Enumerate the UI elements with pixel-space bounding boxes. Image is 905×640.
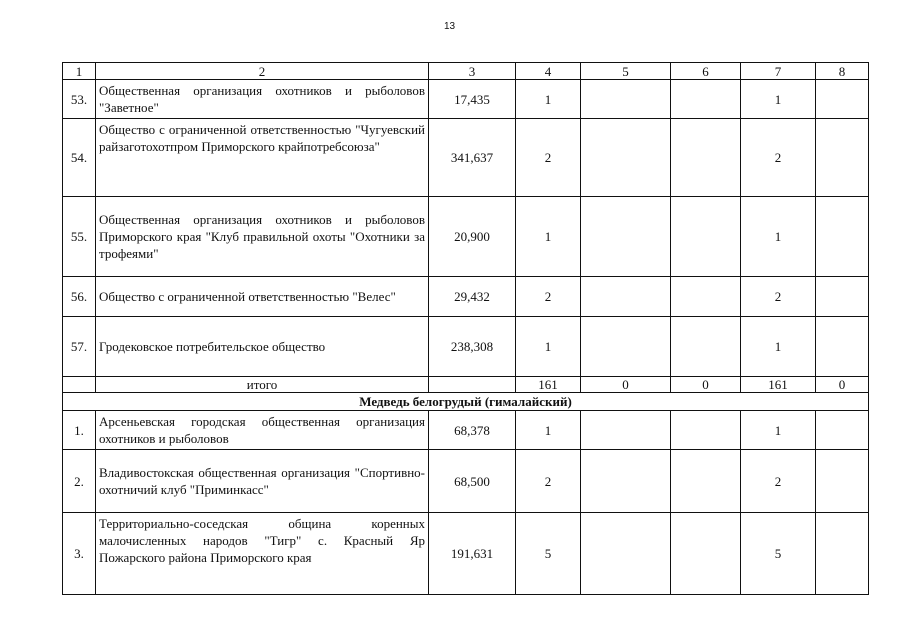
col7-value: 1 [740,79,816,119]
col6-value [670,276,741,317]
org-name: Общество с ограниченной ответственностью… [95,118,429,197]
col5-value [580,196,671,277]
row-number: 53. [62,79,96,119]
col4-value: 2 [515,276,581,317]
row-number: 3. [62,512,96,595]
col8-value [815,79,869,119]
col7-value: 1 [740,196,816,277]
col4-value: 2 [515,449,581,513]
page-number: 13 [444,21,456,32]
header-cell: 6 [670,62,741,80]
header-cell: 1 [62,62,96,80]
col4-value: 1 [515,316,581,377]
col4-value: 5 [515,512,581,595]
blank [62,376,96,393]
col6-value [670,410,741,450]
col8-value [815,316,869,377]
row-number: 56. [62,276,96,317]
col6-value [670,196,741,277]
col6-value [670,512,741,595]
col4-value: 1 [515,410,581,450]
table-row: 1. Арсеньевская городская общественная ор… [62,410,869,450]
total-col5: 0 [580,376,671,393]
section-title: Медведь белогрудый (гималайский) [62,392,869,411]
area-value: 17,435 [428,79,516,119]
col5-value [580,316,671,377]
total-col6: 0 [670,376,741,393]
header-cell: 4 [515,62,581,80]
section-row: Медведь белогрудый (гималайский) [62,392,869,411]
total-label: итого [95,376,429,393]
table-row: 2. Владивостокская общественная организац… [62,449,869,513]
area-value: 341,637 [428,118,516,197]
org-name: Гродековское потребительское общество [95,316,429,377]
col5-value [580,512,671,595]
data-table: 1 2 3 4 5 6 7 8 53. Общественная организа… [62,62,869,595]
col5-value [580,410,671,450]
header-cell: 5 [580,62,671,80]
col6-value [670,449,741,513]
header-cell: 2 [95,62,429,80]
col8-value [815,512,869,595]
row-number: 2. [62,449,96,513]
area-value: 238,308 [428,316,516,377]
col5-value [580,79,671,119]
row-number: 54. [62,118,96,197]
col8-value [815,410,869,450]
org-name: Общественная организация охотников и рыб… [95,196,429,277]
col8-value [815,118,869,197]
col4-value: 1 [515,196,581,277]
table-row: 3. Территориально-соседская община коренн… [62,512,869,595]
total-col4: 161 [515,376,581,393]
col8-value [815,449,869,513]
col7-value: 1 [740,316,816,377]
col5-value [580,276,671,317]
col6-value [670,79,741,119]
org-name: Общественная организация охотников и рыб… [95,79,429,119]
col7-value: 2 [740,276,816,317]
header-cell: 8 [815,62,869,80]
row-number: 55. [62,196,96,277]
org-name: Арсеньевская городская общественная орга… [95,410,429,450]
table-row: 53. Общественная организация охотников и … [62,79,869,119]
col4-value: 1 [515,79,581,119]
col5-value [580,449,671,513]
area-value: 68,378 [428,410,516,450]
area-value: 68,500 [428,449,516,513]
col6-value [670,118,741,197]
col8-value [815,196,869,277]
row-number: 1. [62,410,96,450]
table-row: 54. Общество с ограниченной ответственнос… [62,118,869,197]
total-col8: 0 [815,376,869,393]
total-row: итого 161 0 0 161 0 [62,376,869,393]
col7-value: 2 [740,118,816,197]
area-value: 20,900 [428,196,516,277]
header-cell: 3 [428,62,516,80]
col7-value: 2 [740,449,816,513]
org-name: Владивостокская общественная организация… [95,449,429,513]
row-number: 57. [62,316,96,377]
col6-value [670,316,741,377]
col5-value [580,118,671,197]
col7-value: 5 [740,512,816,595]
total-col7: 161 [740,376,816,393]
col8-value [815,276,869,317]
area-value: 29,432 [428,276,516,317]
header-cell: 7 [740,62,816,80]
col4-value: 2 [515,118,581,197]
org-name: Общество с ограниченной ответственностью… [95,276,429,317]
area-value: 191,631 [428,512,516,595]
org-name: Территориально-соседская община коренных… [95,512,429,595]
col7-value: 1 [740,410,816,450]
header-row: 1 2 3 4 5 6 7 8 [62,62,869,80]
table-row: 57. Гродековское потребительское общество… [62,316,869,377]
total-col3 [428,376,516,393]
table-row: 55. Общественная организация охотников и … [62,196,869,277]
table-row: 56. Общество с ограниченной ответственнос… [62,276,869,317]
